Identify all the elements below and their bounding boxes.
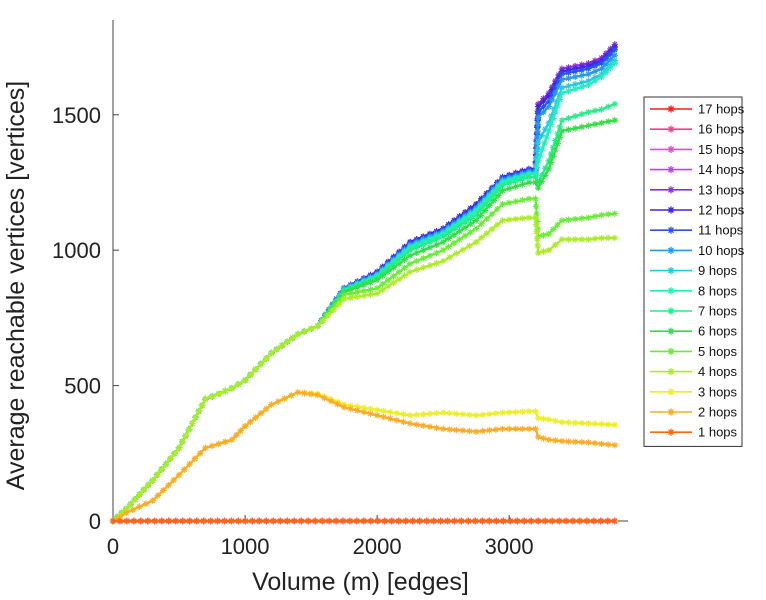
legend-entry-12-hops: 12 hops [650,203,745,218]
legend-entry-7-hops: 7 hops [650,304,738,319]
legend-swatch-marker [667,186,675,194]
x-tick-label: 1000 [221,534,270,559]
y-axis-title: Average reachable vertices [vertices] [2,81,30,490]
legend-label: 17 hops [698,102,745,117]
legend-swatch-marker [667,166,675,174]
legend-swatch-marker [667,347,675,355]
series-7-hops [109,100,618,525]
legend: 17 hops 16 hops 15 hops 14 hops 13 hops 12 ho… [643,96,745,447]
x-axis-title: Volume (m) [edges] [252,568,469,596]
legend-swatch-marker [667,206,675,214]
y-tick-label: 0 [89,509,101,534]
legend-entry-5-hops: 5 hops [650,344,738,359]
legend-label: 2 hops [698,405,738,420]
legend-swatch-marker [667,287,675,295]
legend-label: 5 hops [698,344,738,359]
legend-label: 13 hops [698,182,745,197]
legend-entry-13-hops: 13 hops [650,182,745,197]
legend-swatch-marker [667,428,675,436]
legend-swatch-marker [667,368,675,376]
legend-entry-15-hops: 15 hops [650,142,745,157]
legend-swatch-marker [667,267,675,275]
legend-entry-16-hops: 16 hops [650,122,745,137]
legend-label: 1 hops [698,425,738,440]
legend-swatch-marker [667,408,675,416]
x-tick-label: 0 [107,534,119,559]
legend-swatch-marker [667,246,675,254]
legend-label: 14 hops [698,162,745,177]
x-tick-label: 3000 [485,534,534,559]
legend-entry-14-hops: 14 hops [650,162,745,177]
legend-entry-4-hops: 4 hops [650,364,738,379]
y-tick-label: 1500 [52,103,101,128]
legend-swatch-marker [667,226,675,234]
legend-swatch-marker [667,307,675,315]
series-markers-7-hops [109,100,618,525]
x-tick-label: 2000 [353,534,402,559]
legend-entry-11-hops: 11 hops [650,223,744,238]
y-tick-label: 500 [64,374,101,399]
legend-label: 16 hops [698,122,745,137]
y-tick-label: 1000 [52,238,101,263]
series-5-hops [109,195,618,525]
legend-entry-17-hops: 17 hops [650,102,745,117]
series-line-4-hops [112,216,615,522]
series-markers-5-hops [109,195,618,525]
legend-swatch-marker [667,145,675,153]
legend-label: 9 hops [698,263,738,278]
legend-label: 6 hops [698,324,738,339]
series-markers-1-hops [109,517,618,525]
series-4-hops [109,214,618,525]
series-layer [109,41,618,525]
legend-entry-2-hops: 2 hops [650,405,738,420]
series-markers-4-hops [109,214,618,525]
legend-label: 3 hops [698,384,738,399]
legend-label: 12 hops [698,203,745,218]
legend-swatch-marker [667,388,675,396]
series-1-hops [109,517,618,525]
legend-entry-9-hops: 9 hops [650,263,738,278]
legend-entry-1-hops: 1 hops [650,425,738,440]
legend-swatch-marker [667,125,675,133]
legend-label: 7 hops [698,304,738,319]
series-line-7-hops [112,102,616,522]
legend-entry-6-hops: 6 hops [650,324,738,339]
legend-swatch-marker [667,105,675,113]
axes: 0 1000 2000 3000 0 500 1000 1500 Volume (m) [edg… [2,20,628,596]
legend-label: 11 hops [698,223,744,238]
legend-entry-10-hops: 10 hops [650,243,745,258]
legend-swatch-marker [667,327,675,335]
legend-box [643,96,743,447]
legend-label: 10 hops [698,243,745,258]
series-2-hops [109,389,618,525]
legend-label: 15 hops [698,142,745,157]
legend-entry-3-hops: 3 hops [650,384,738,399]
legend-label: 4 hops [698,364,738,379]
series-markers-2-hops [109,389,618,525]
legend-label: 8 hops [698,283,738,298]
legend-entry-8-hops: 8 hops [650,283,738,298]
